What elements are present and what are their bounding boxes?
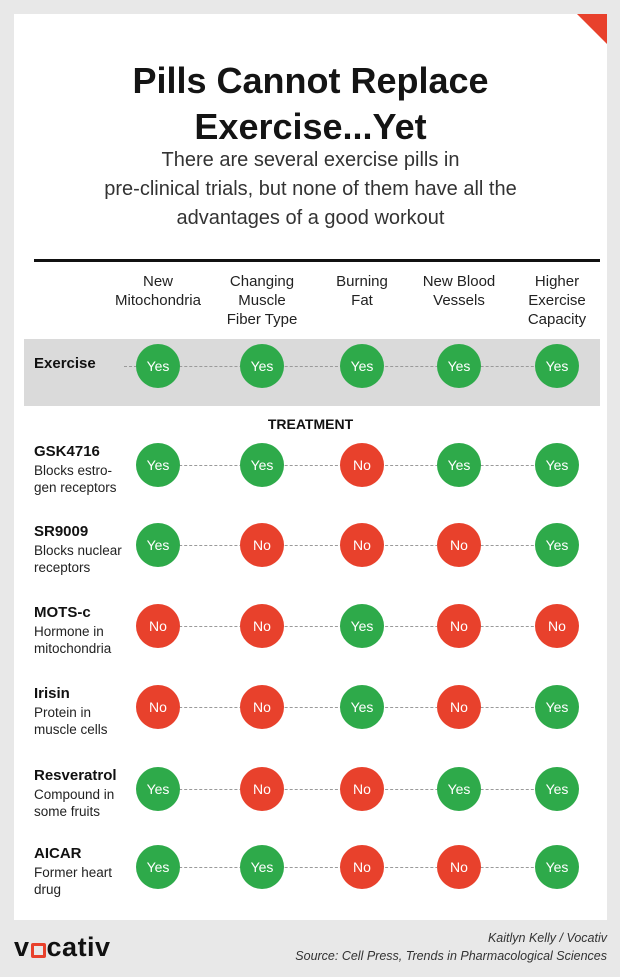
column-header: Higher Exercise Capacity	[502, 272, 612, 329]
row-description-line: receptors	[34, 560, 91, 575]
row-description: Blocks nuclear receptors	[34, 542, 122, 576]
yes-badge: Yes	[136, 443, 180, 487]
vocativ-logo: v cativ	[14, 932, 111, 962]
column-header-line: Mitochondria	[115, 292, 201, 309]
yes-badge: Yes	[340, 604, 384, 648]
no-badge: No	[437, 845, 481, 889]
yes-badge: Yes	[136, 344, 180, 388]
column-header-line: Capacity	[527, 311, 587, 328]
row-description-line: gen receptors	[34, 480, 117, 495]
yes-badge: Yes	[136, 845, 180, 889]
no-badge: No	[240, 685, 284, 729]
row-description: Compound in some fruits	[34, 786, 114, 820]
subtitle-line: There are several exercise pills in	[161, 149, 460, 171]
row-label: GSK4716	[34, 443, 100, 460]
yes-badge: Yes	[340, 344, 384, 388]
yes-badge: Yes	[340, 685, 384, 729]
row-description-line: Compound in	[34, 787, 115, 802]
yes-badge: Yes	[535, 767, 579, 811]
no-badge: No	[340, 523, 384, 567]
column-header-line: New	[142, 273, 173, 290]
yes-badge: Yes	[437, 767, 481, 811]
logo-box-icon	[30, 943, 46, 958]
row-description-line: Blocks estro-	[34, 463, 113, 478]
row-description-line: drug	[34, 882, 62, 897]
no-badge: No	[136, 604, 180, 648]
column-header-line: Burning	[336, 273, 388, 290]
header-rule	[34, 259, 600, 262]
credit-author: Kaitlyn Kelly / Vocativ	[487, 931, 607, 945]
row-description: Former heart drug	[34, 864, 112, 898]
title-line: Exercise...Yet	[194, 106, 427, 147]
row-description: Protein in muscle cells	[34, 704, 108, 738]
no-badge: No	[340, 767, 384, 811]
row-label: SR9009	[34, 523, 89, 540]
no-badge: No	[535, 604, 579, 648]
column-header-line: Changing	[229, 273, 295, 290]
subtitle: There are several exercise pills in pre-…	[54, 146, 567, 233]
row-description: Hormone in mitochondria	[34, 623, 111, 657]
yes-badge: Yes	[240, 845, 284, 889]
no-badge: No	[437, 604, 481, 648]
yes-badge: Yes	[136, 767, 180, 811]
column-header-line: Muscle	[238, 292, 286, 309]
column-header-line: Fiber Type	[226, 311, 298, 328]
yes-badge: Yes	[240, 344, 284, 388]
subtitle-line: advantages of a good workout	[176, 207, 445, 229]
no-badge: No	[437, 685, 481, 729]
row-description-line: Blocks nuclear	[34, 543, 122, 558]
no-badge: No	[136, 685, 180, 729]
infographic-card: Pills Cannot Replace Exercise...Yet Ther…	[14, 14, 607, 920]
no-badge: No	[340, 845, 384, 889]
column-header-line: Exercise	[528, 292, 586, 309]
yes-badge: Yes	[240, 443, 284, 487]
row-description: Blocks estro-gen receptors	[34, 462, 117, 496]
column-header: New Mitochondria	[103, 272, 213, 310]
no-badge: No	[340, 443, 384, 487]
row-label: AICAR	[34, 845, 82, 862]
column-header: Changing Muscle Fiber Type	[207, 272, 317, 329]
no-badge: No	[240, 767, 284, 811]
yes-badge: Yes	[535, 685, 579, 729]
yes-badge: Yes	[535, 443, 579, 487]
corner-accent	[577, 14, 607, 44]
column-header: New Blood Vessels	[404, 272, 514, 310]
exercise-row-band	[24, 339, 600, 406]
row-description-line: muscle cells	[34, 722, 108, 737]
column-header-line: Vessels	[433, 292, 485, 309]
row-label: Exercise	[34, 355, 96, 372]
row-description-line: Protein in	[34, 705, 92, 720]
row-label: Resveratrol	[34, 767, 117, 784]
section-label: TREATMENT	[267, 416, 354, 432]
column-header-line: Fat	[351, 292, 373, 309]
yes-badge: Yes	[535, 523, 579, 567]
title-line: Pills Cannot Replace	[132, 60, 489, 101]
column-header: Burning Fat	[307, 272, 417, 310]
row-description-line: mitochondria	[34, 641, 112, 656]
row-description-line: Former heart	[34, 865, 113, 880]
credit: Kaitlyn Kelly / Vocativ Source: Cell Pre…	[295, 929, 607, 965]
subtitle-line: pre-clinical trials, but none of them ha…	[104, 178, 517, 200]
page-title: Pills Cannot Replace Exercise...Yet	[14, 58, 607, 150]
column-header-line: Higher	[534, 273, 580, 290]
yes-badge: Yes	[437, 344, 481, 388]
yes-badge: Yes	[535, 845, 579, 889]
column-header-line: New Blood	[422, 273, 496, 290]
row-label: MOTS-c	[34, 604, 91, 621]
row-description-line: some fruits	[34, 804, 101, 819]
yes-badge: Yes	[535, 344, 579, 388]
yes-badge: Yes	[136, 523, 180, 567]
yes-badge: Yes	[437, 443, 481, 487]
row-label: Irisin	[34, 685, 70, 702]
no-badge: No	[437, 523, 481, 567]
row-description-line: Hormone in	[34, 624, 104, 639]
no-badge: No	[240, 604, 284, 648]
no-badge: No	[240, 523, 284, 567]
credit-source: Source: Cell Press, Trends in Pharmacolo…	[295, 949, 607, 963]
